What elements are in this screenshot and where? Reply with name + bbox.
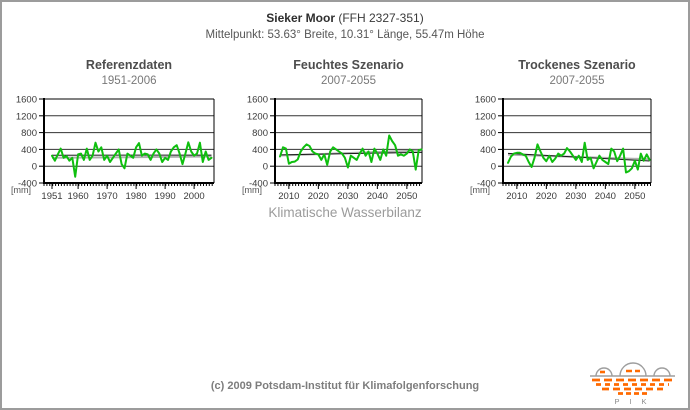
logo-dome-center-icon [619, 362, 647, 377]
shared-axis-caption: Klimatische Wasserbilanz [268, 205, 422, 220]
svg-text:1951: 1951 [41, 191, 62, 201]
svg-text:2030: 2030 [337, 191, 358, 201]
site-id: (FFH 2327-351) [335, 11, 424, 25]
logo-acronym: P I K [614, 397, 650, 406]
svg-text:2040: 2040 [367, 191, 388, 201]
page-subtitle: Mittelpunkt: 53.63° Breite, 10.31° Länge… [205, 29, 485, 41]
svg-text:-400: -400 [249, 179, 268, 190]
chart-title-block: Referenzdaten 1951-2006 [10, 57, 226, 89]
chart-referenzdaten: Referenzdaten 1951-2006 1600 1200 800 400 0 -… [10, 57, 226, 201]
chart-title: Feuchtes Szenario [293, 58, 404, 72]
svg-text:0: 0 [263, 162, 268, 173]
svg-text:800: 800 [21, 128, 37, 139]
svg-text:2030: 2030 [565, 191, 586, 201]
page-title: Sieker Moor (FFH 2327-351) [2, 10, 688, 27]
chart-title: Trockenes Szenario [518, 58, 636, 72]
svg-text:1980: 1980 [126, 191, 147, 201]
svg-text:1970: 1970 [97, 191, 118, 201]
svg-text:400: 400 [252, 145, 268, 156]
svg-text:[mm]: [mm] [470, 185, 490, 195]
svg-text:1960: 1960 [68, 191, 89, 201]
svg-text:[mm]: [mm] [11, 185, 31, 195]
svg-text:1600: 1600 [475, 95, 496, 106]
svg-text:-400: -400 [477, 179, 496, 190]
svg-text:-400: -400 [18, 179, 37, 190]
svg-text:1200: 1200 [16, 111, 37, 122]
svg-text:0: 0 [491, 162, 496, 173]
svg-text:[mm]: [mm] [242, 185, 262, 195]
svg-text:400: 400 [480, 145, 496, 156]
svg-text:2020: 2020 [308, 191, 329, 201]
svg-text:800: 800 [480, 128, 496, 139]
svg-text:2050: 2050 [624, 191, 645, 201]
svg-text:2000: 2000 [184, 191, 205, 201]
svg-text:2050: 2050 [396, 191, 417, 201]
logo-dome-right-icon [653, 367, 671, 377]
chart-plot-trockenes-szenario: 1600 1200 800 400 0 -400[mm] 2010 2020 2030 2040 2… [470, 95, 652, 201]
chart-title-block: Feuchtes Szenario 2007-2055 [241, 57, 434, 89]
svg-text:400: 400 [21, 145, 37, 156]
chart-title: Referenzdaten [85, 58, 173, 72]
copyright-text: (c) 2009 Potsdam-Institut für Klimafolge… [210, 380, 480, 392]
svg-text:2040: 2040 [595, 191, 616, 201]
chart-plot-feuchtes-szenario: 1600 1200 800 400 0 -400[mm] 2010 2020 2030 2040 2… [242, 95, 423, 201]
svg-text:1200: 1200 [475, 111, 496, 122]
svg-text:0: 0 [32, 162, 37, 173]
chart-subtitle: 2007-2055 [549, 75, 605, 87]
svg-text:800: 800 [252, 128, 268, 139]
svg-text:1600: 1600 [16, 95, 37, 106]
svg-text:2020: 2020 [536, 191, 557, 201]
pik-logo: P I K [590, 362, 675, 406]
chart-title-block: Trockenes Szenario 2007-2055 [469, 57, 663, 89]
chart-feuchtes-szenario: Feuchtes Szenario 2007-2055 1600 1200 800 4… [241, 57, 434, 201]
svg-text:2010: 2010 [278, 191, 299, 201]
chart-subtitle: 1951-2006 [101, 75, 157, 87]
svg-text:2010: 2010 [506, 191, 527, 201]
chart-plot-referenzdaten: 1600 1200 800 400 0 -400[mm] 1951 1960 1970 1980 1… [11, 95, 215, 201]
svg-text:1990: 1990 [155, 191, 176, 201]
chart-subtitle: 2007-2055 [321, 75, 376, 87]
report-header: Sieker Moor (FFH 2327-351) Mittelpunkt: … [2, 10, 688, 43]
chart-trockenes-szenario: Trockenes Szenario 2007-2055 1600 1200 800… [469, 57, 663, 201]
logo-dome-left-icon [595, 367, 613, 377]
svg-text:1200: 1200 [247, 111, 268, 122]
site-name: Sieker Moor [266, 11, 335, 25]
svg-text:1600: 1600 [247, 95, 268, 106]
